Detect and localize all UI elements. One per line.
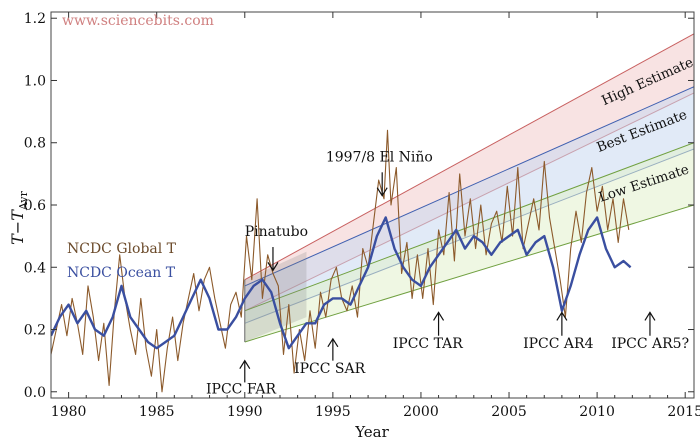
- y-axis-title-sub: Avr: [17, 190, 30, 211]
- annotation-arrowhead-0: [267, 262, 279, 272]
- annotation-label-2: IPCC FAR: [206, 381, 276, 397]
- fan-origin-overlap: [244, 251, 307, 342]
- series-lines: [51, 129, 632, 393]
- fan-2-lower-line: [244, 204, 694, 343]
- annotation-label-3: IPCC SAR: [294, 361, 366, 377]
- x-tick-label-0: 1980: [51, 404, 87, 420]
- legend-entry-1: NCDC Ocean T: [67, 265, 176, 281]
- y-tick-label-4: 0.8: [24, 136, 46, 152]
- annotation-arrowhead-1: [376, 187, 388, 197]
- x-tick-label-2: 1990: [227, 404, 263, 420]
- y-tick-label-5: 1.0: [24, 73, 46, 89]
- y-tick-label-2: 0.4: [24, 260, 46, 276]
- watermark: www.sciencebits.com: [62, 13, 214, 29]
- fan-1-upper-line: [244, 86, 694, 287]
- y-tick-label-3: 0.6: [24, 198, 46, 214]
- annotation-label-4: IPCC TAR: [393, 336, 464, 352]
- annotation-arrowhead-6: [644, 311, 656, 321]
- x-tick-label-3: 1995: [315, 404, 351, 420]
- fan-0-upper-line: [244, 33, 694, 281]
- annotation-label-0: Pinatubo: [245, 224, 308, 240]
- annotation-arrowhead-4: [433, 311, 445, 321]
- annotation-label-5: IPCC AR4: [523, 336, 593, 352]
- x-axis-title: Year: [354, 423, 389, 441]
- annotation-label-6: IPCC AR5?: [611, 336, 689, 352]
- y-tick-label-0: 0.0: [24, 385, 46, 401]
- y-axis-title: T−TAvr: [8, 190, 30, 244]
- annotation-label-1: 1997/8 El Niño: [326, 149, 433, 165]
- x-tick-label-5: 2005: [491, 404, 527, 420]
- x-tick-label-4: 2000: [403, 404, 439, 420]
- y-axis-title-minus: −: [8, 221, 27, 234]
- y-axis-title-t1: T: [8, 233, 27, 245]
- y-axis-title-t2: T: [8, 209, 27, 221]
- x-tick-label-7: 2015: [667, 404, 700, 420]
- fan-2-upper-line: [244, 142, 694, 312]
- annotation-arrowhead-2: [239, 359, 251, 369]
- annotations: Pinatubo 1997/8 El Niño IPCC FAR IPCC SAR IP…: [206, 149, 689, 397]
- legend: NCDC Global T NCDC Ocean T: [67, 241, 177, 281]
- annotation-arrowhead-3: [327, 337, 339, 348]
- y-tick-label-6: 1.2: [24, 11, 46, 27]
- legend-entry-0: NCDC Global T: [67, 241, 177, 257]
- series-1-line: [51, 216, 632, 350]
- axes: 1980 1985 1990 1995 2000 2005 2010 2015 0.0 0.2 0.…: [24, 11, 700, 420]
- annotation-arrowhead-5: [556, 311, 568, 321]
- x-tick-label-6: 2010: [579, 404, 615, 420]
- x-tick-label-1: 1985: [139, 404, 175, 420]
- y-tick-label-1: 0.2: [24, 323, 46, 339]
